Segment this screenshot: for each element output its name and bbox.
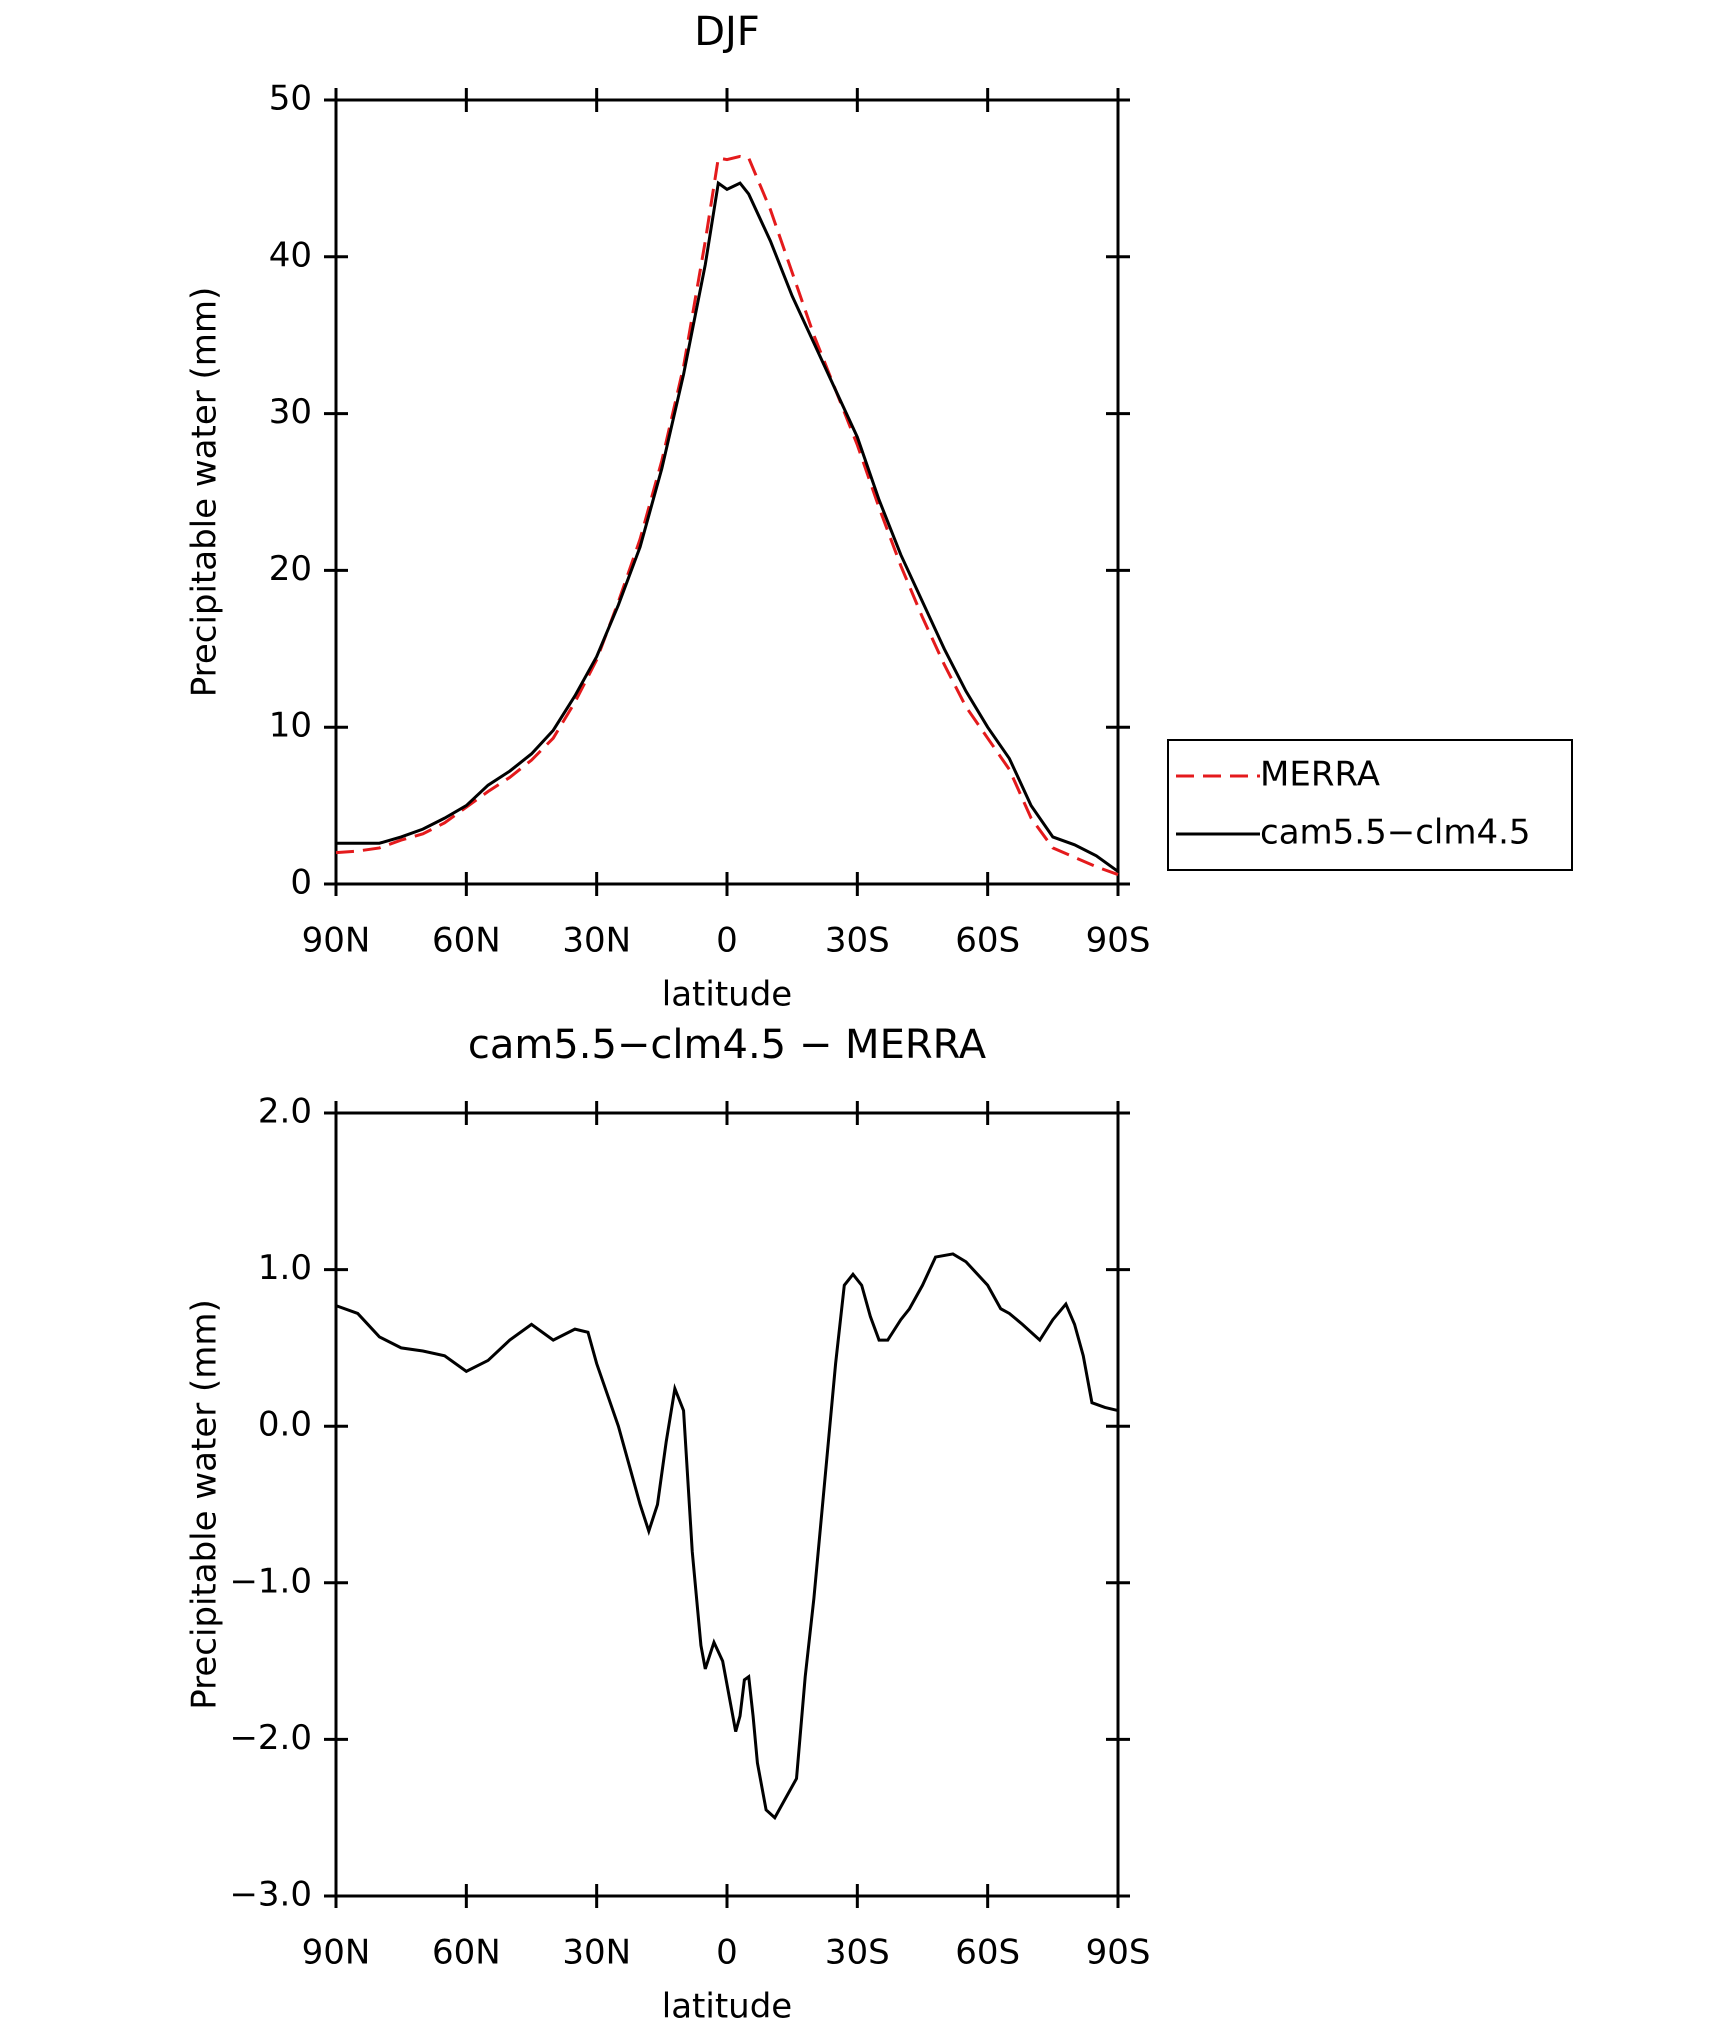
x-tick-label: 90N (302, 921, 371, 961)
y-tick-label: 50 (269, 79, 312, 119)
y-tick-label: 20 (269, 549, 312, 589)
x-tick-label: 90N (302, 1933, 371, 1973)
x-axis-label: latitude (662, 1987, 792, 2022)
chart-title: cam5.5−clm4.5 − MERRA (468, 1022, 987, 1068)
data-line (335, 1252, 1119, 1821)
y-tick-label: 1.0 (258, 1248, 312, 1288)
x-tick-label: 60N (432, 921, 501, 961)
x-tick-label: 90S (1086, 921, 1151, 961)
y-tick-label: 2.0 (258, 1092, 312, 1132)
y-tick-label: −3.0 (229, 1875, 312, 1915)
y-axis-label: Precipitable water (mm) (185, 287, 225, 698)
x-tick-label: 60N (432, 1933, 501, 1973)
x-tick-label: 90S (1086, 1933, 1151, 1973)
chart-title: DJF (694, 9, 760, 55)
legend-box (1167, 739, 1573, 871)
y-tick-label: −1.0 (229, 1561, 312, 1601)
x-tick-label: 30N (562, 1933, 631, 1973)
y-tick-label: 0 (290, 863, 312, 903)
y-tick-label: 40 (269, 235, 312, 275)
x-tick-label: 30S (825, 921, 890, 961)
x-tick-label: 30S (825, 1933, 890, 1973)
y-tick-label: 0.0 (258, 1405, 312, 1445)
plot-frame (334, 1111, 1120, 1898)
x-tick-label: 30N (562, 921, 631, 961)
y-tick-label: −2.0 (229, 1718, 312, 1758)
y-tick-label: 10 (269, 706, 312, 746)
data-line (336, 180, 1119, 873)
plot-frame (334, 98, 1120, 886)
legend-label: cam5.5−clm4.5 (1260, 813, 1531, 853)
legend-label: MERRA (1260, 755, 1380, 795)
x-tick-label: 60S (955, 921, 1020, 961)
y-tick-label: 30 (269, 392, 312, 432)
x-tick-label: 0 (716, 921, 738, 961)
x-tick-label: 0 (716, 1933, 738, 1973)
y-axis-label: Precipitable water (mm) (185, 1299, 225, 1710)
data-line (335, 154, 1119, 877)
x-tick-label: 60S (955, 1933, 1020, 1973)
x-axis-label: latitude (662, 975, 792, 1015)
